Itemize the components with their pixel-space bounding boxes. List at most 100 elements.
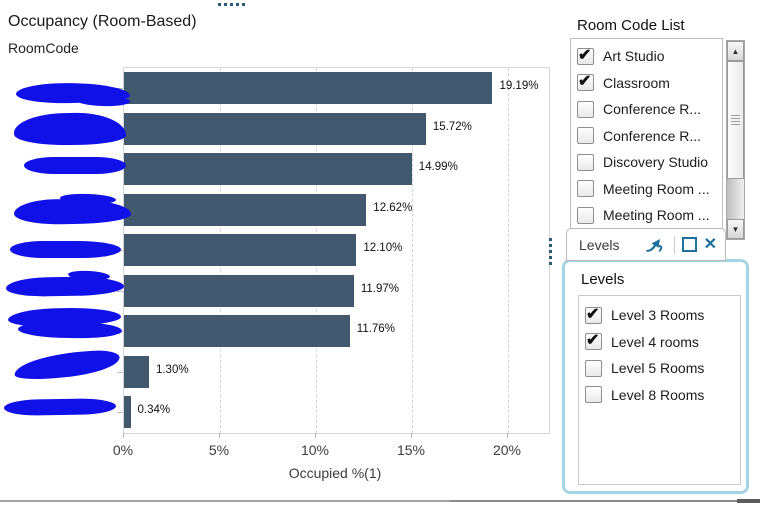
checkbox-unchecked-icon[interactable] [585,359,602,377]
x-tick-label: 15% [396,442,426,458]
frame-bottom-border-corner [737,499,760,503]
levels-widget-titlebar[interactable]: Levels ✕ [566,228,726,261]
bar-data-label: 12.62% [373,201,413,214]
room-code-item-label: Conference R... [603,127,702,144]
gridline [508,68,509,433]
bar-row: 11.97% [117,271,549,311]
bar[interactable] [124,274,354,307]
level-filter-item[interactable]: Level 8 Rooms [579,382,740,409]
checkbox-checked-icon[interactable] [585,304,602,324]
bar[interactable] [124,193,367,226]
room-list-scrollbar[interactable]: ▲ ▼ [726,40,745,240]
redaction-ink [3,398,117,416]
y-tick-mark [117,290,123,292]
bar-row: 14.99% [117,149,549,189]
redaction-ink [5,275,125,298]
room-code-item-label: Discovery Studio [603,154,709,171]
scrollbar-thumb[interactable] [727,61,744,179]
level-filter-item[interactable]: Level 5 Rooms [579,355,740,382]
scrollbar-track[interactable] [727,179,744,221]
x-axis-title: Occupied %(1) [288,465,382,481]
level-filter-item[interactable]: Level 3 Rooms [579,302,740,329]
level-filter-item-label: Level 4 rooms [611,333,699,350]
room-code-item-label: Art Studio [603,48,665,65]
bar-data-label: 15.72% [432,120,472,133]
x-tick-mark [411,433,412,438]
bar-data-label: 1.30% [155,363,189,376]
bar[interactable] [124,153,412,186]
bar-data-label: 12.10% [363,242,403,255]
widget-drag-handle[interactable] [218,3,245,6]
room-code-item-label: Conference R... [603,101,702,118]
close-icon[interactable]: ✕ [703,235,717,253]
redaction-ink [13,112,127,146]
redaction-ink [17,321,123,339]
maximize-icon[interactable] [681,237,697,252]
checkbox-unchecked-icon[interactable] [585,386,602,404]
frame-bottom-border-segment [450,500,737,502]
checkbox-checked-icon[interactable] [577,45,594,65]
scrollbar-up-button[interactable]: ▲ [727,41,744,61]
level-filter-item[interactable]: Level 4 rooms [579,329,740,356]
room-code-item[interactable]: Conference R... [571,96,722,123]
room-code-item-label: Meeting Room ... [603,180,710,197]
chart-title: Occupancy (Room-Based) [8,13,197,30]
checkbox-unchecked-icon[interactable] [577,100,594,118]
levels-widget-drag-handle[interactable] [549,238,552,265]
room-code-list-box: Art Studio Classroom Conference R... Confer… [570,38,723,240]
y-tick-mark [117,371,123,373]
bar[interactable] [124,112,426,145]
bar-data-label: 0.34% [137,404,171,417]
x-tick-label: 10% [300,442,330,458]
level-filter-item-label: Level 3 Rooms [611,307,705,324]
room-code-item-label: Classroom [603,74,670,91]
bar-row: 12.62% [117,190,549,230]
bar-row: 12.10% [117,230,549,270]
room-code-item[interactable]: Conference R... [571,123,722,150]
down-arrow-icon: ▼ [731,224,740,234]
room-code-item[interactable]: Art Studio [571,43,722,70]
bar[interactable] [124,234,357,267]
scrollbar-down-button[interactable]: ▼ [727,219,744,239]
room-code-item[interactable]: Classroom [571,70,722,97]
bar-data-label: 14.99% [418,161,458,174]
x-tick-label: 5% [208,442,230,458]
bar-row: 19.19% [117,68,549,108]
room-code-item[interactable]: Meeting Room ... [571,176,722,203]
bar-chart-plot-area: 19.19% 15.72% 14.99% 12.62% 12.10% 11.97% 11.7… [117,67,550,434]
levels-tab-title: Levels [579,236,620,253]
bar-data-label: 11.97% [360,282,399,295]
x-tick-mark [123,433,124,438]
checkbox-unchecked-icon[interactable] [577,180,594,198]
levels-widget-window: Levels Level 3 Rooms Level 4 rooms Level 5… [562,259,749,494]
y-tick-mark [117,412,123,414]
x-tick-mark [315,433,316,438]
bar-row: 15.72% [117,109,549,149]
x-tick-label: 0% [112,442,134,458]
redaction-ink [24,157,126,174]
x-tick-mark [507,433,508,438]
checkbox-checked-icon[interactable] [577,71,594,92]
bar[interactable] [124,396,131,429]
checkbox-unchecked-icon[interactable] [577,153,594,171]
redaction-ink [10,241,121,258]
y-axis-heading: RoomCode [8,40,79,56]
bar-row: 0.34% [117,392,549,432]
bar[interactable] [124,315,350,348]
checkbox-unchecked-icon[interactable] [577,127,594,145]
x-tick-mark [219,433,220,438]
bar[interactable] [124,72,493,104]
level-filter-item-label: Level 5 Rooms [611,360,705,377]
room-code-item[interactable]: Discovery Studio [571,149,722,176]
reprompt-arrow-icon[interactable] [645,236,667,254]
bar-row: 11.76% [117,311,549,351]
checkbox-unchecked-icon[interactable] [577,206,594,224]
bar[interactable] [124,355,149,388]
checkbox-checked-icon[interactable] [585,330,602,351]
room-code-item[interactable]: Meeting Room ... [571,202,722,229]
room-code-list-title: Room Code List [577,17,685,34]
room-code-item-label: Meeting Room ... [603,207,710,224]
redaction-ink [13,348,121,382]
x-tick-label: 20% [492,442,522,458]
